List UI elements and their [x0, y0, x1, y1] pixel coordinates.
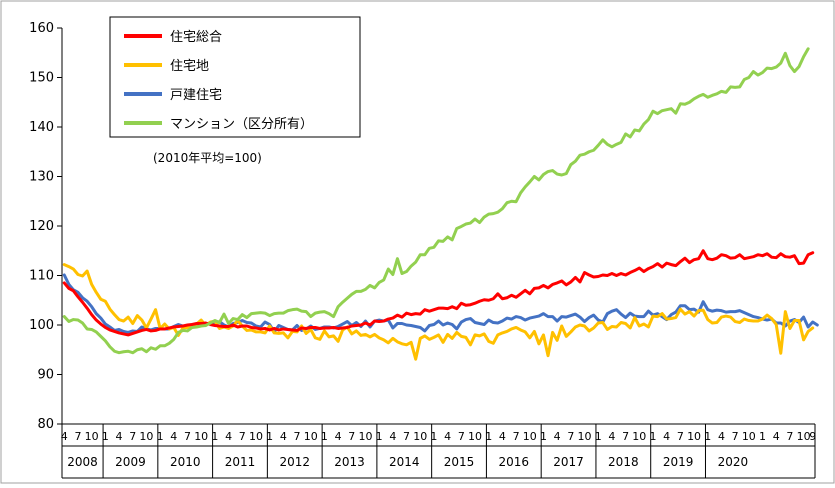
y-tick-label: 150: [29, 71, 54, 86]
month-tick-label: 4: [61, 430, 68, 443]
year-label: 2019: [663, 455, 694, 469]
y-tick-label: 140: [29, 120, 54, 135]
month-tick-label: 4: [170, 430, 177, 443]
month-tick-label: 1: [485, 430, 492, 443]
month-tick-label: 9: [809, 430, 816, 443]
month-tick-label: 10: [632, 430, 646, 443]
month-tick-label: 4: [116, 430, 123, 443]
month-tick-label: 10: [687, 430, 701, 443]
legend-label: 住宅地: [170, 59, 209, 74]
month-tick-label: 10: [468, 430, 482, 443]
legend-label: 戸建住宅: [170, 88, 222, 103]
y-tick-label: 120: [29, 219, 54, 234]
year-label: 2010: [170, 455, 201, 469]
month-tick-label: 4: [718, 430, 725, 443]
month-tick-label: 1: [102, 430, 109, 443]
year-label: 2017: [553, 455, 584, 469]
month-tick-label: 10: [523, 430, 537, 443]
y-tick-label: 110: [29, 269, 54, 284]
month-tick-label: 7: [348, 430, 355, 443]
x-axis: 2008 2009 2010 2011 2012 2013 2014 2015 2016 2017…: [61, 423, 816, 479]
month-tick-label: 1: [266, 430, 273, 443]
month-tick-label: 4: [444, 430, 451, 443]
month-tick-label: 7: [513, 430, 520, 443]
month-tick-label: 1: [649, 430, 656, 443]
year-label: 2014: [389, 455, 420, 469]
series-line-0: [62, 249, 815, 337]
month-tick-label: 1: [430, 430, 437, 443]
month-tick-label: 4: [280, 430, 287, 443]
series-layer: [62, 47, 819, 361]
month-tick-label: 10: [194, 430, 208, 443]
month-tick-label: 10: [797, 430, 811, 443]
month-tick-label: 1: [595, 430, 602, 443]
month-tick-label: 1: [321, 430, 328, 443]
month-tick-label: 10: [85, 430, 99, 443]
legend-label: 住宅総合: [170, 30, 222, 45]
year-label: 2012: [279, 455, 310, 469]
y-axis: 80 90 100 110 120 130 140 150 160: [29, 21, 63, 432]
month-tick-label: 7: [403, 430, 410, 443]
month-tick-label: 1: [376, 430, 383, 443]
month-tick-label: 10: [358, 430, 372, 443]
month-tick-label: 7: [458, 430, 465, 443]
month-tick-label: 10: [304, 430, 318, 443]
year-label: 2008: [67, 455, 98, 469]
month-tick-label: 1: [540, 430, 547, 443]
month-tick-label: 7: [184, 430, 191, 443]
month-tick-label: 1: [157, 430, 164, 443]
month-tick-label: 4: [225, 430, 232, 443]
series-line-3: [62, 47, 810, 355]
month-tick-label: 1: [211, 430, 218, 443]
month-tick-label: 10: [139, 430, 153, 443]
month-tick-label: 4: [335, 430, 342, 443]
month-tick-label: 7: [677, 430, 684, 443]
month-tick-label: 10: [413, 430, 427, 443]
month-tick-label: 7: [239, 430, 246, 443]
month-tick-label: 4: [773, 430, 780, 443]
month-tick-label: 4: [554, 430, 561, 443]
month-tick-label: 4: [499, 430, 506, 443]
month-tick-label: 7: [786, 430, 793, 443]
month-tick-label: 4: [663, 430, 670, 443]
y-tick-label: 100: [29, 318, 54, 333]
year-label: 2009: [115, 455, 146, 469]
month-tick-label: 1: [704, 430, 711, 443]
year-label: 2011: [225, 455, 256, 469]
month-tick-label: 7: [732, 430, 739, 443]
year-label: 2020: [718, 455, 749, 469]
month-tick-label: 10: [742, 430, 756, 443]
month-tick-label: 10: [249, 430, 263, 443]
month-tick-label: 7: [129, 430, 136, 443]
year-label: 2013: [334, 455, 365, 469]
y-tick-label: 90: [37, 368, 54, 383]
month-tick-label: 7: [74, 430, 81, 443]
year-label: 2015: [444, 455, 475, 469]
month-tick-label: 4: [608, 430, 615, 443]
month-tick-label: 7: [622, 430, 629, 443]
index-note: (2010年平均=100): [153, 151, 262, 165]
y-tick-label: 160: [29, 21, 54, 36]
month-tick-label: 1: [759, 430, 766, 443]
month-tick-label: 4: [389, 430, 396, 443]
month-tick-label: 7: [567, 430, 574, 443]
y-tick-label: 80: [37, 417, 54, 432]
legend-label: マンション（区分所有）: [170, 117, 313, 132]
y-tick-label: 130: [29, 170, 54, 185]
month-tick-label: 7: [294, 430, 301, 443]
month-tick-label: 10: [578, 430, 592, 443]
year-label: 2018: [608, 455, 639, 469]
year-label: 2016: [499, 455, 530, 469]
series-line-1: [62, 263, 815, 361]
